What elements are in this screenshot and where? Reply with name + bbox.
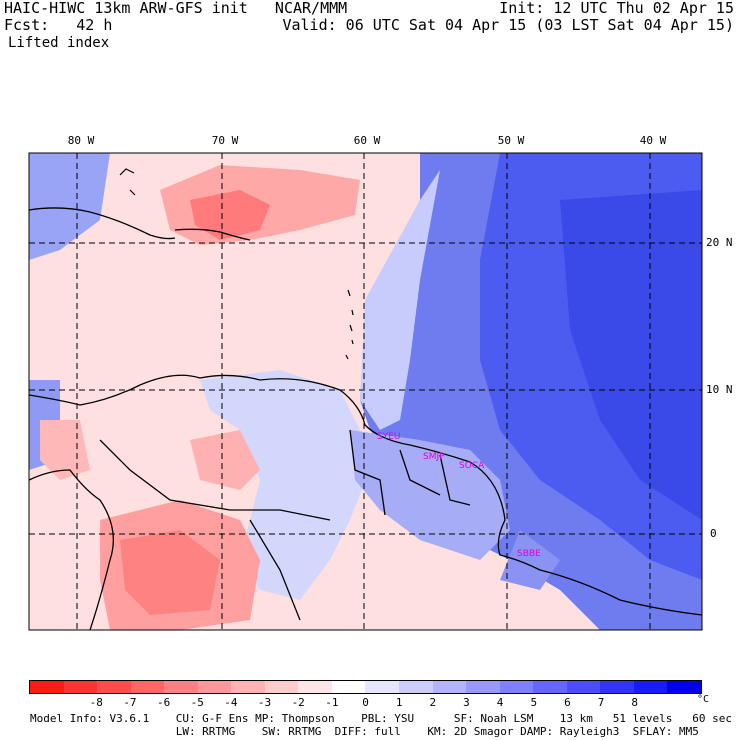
lat-label-20n: 20 N xyxy=(706,236,733,249)
south-america-west-coast xyxy=(29,469,114,630)
colorbar-tick-label: 1 xyxy=(395,696,403,709)
cuba-coast xyxy=(29,207,176,240)
colorbar-tick-label: 2 xyxy=(429,696,437,709)
colorbar-swatch xyxy=(130,681,165,693)
station-soca: SOCA xyxy=(459,461,485,471)
transition-zone xyxy=(360,170,440,430)
lat-label-10n: 10 N xyxy=(706,383,733,396)
colorbar-swatch xyxy=(365,681,400,693)
colorbar-swatch xyxy=(432,681,467,693)
lat-label-0: 0 xyxy=(710,527,717,540)
colorbar-tick-label: -4 xyxy=(224,696,238,709)
deepest-stable-region xyxy=(560,190,702,520)
header-valid-time: Valid: 06 UTC Sat 04 Apr 15 (03 LST Sat … xyxy=(282,16,734,34)
colorbar-swatch xyxy=(331,681,366,693)
colorbar-swatch xyxy=(231,681,265,693)
colorbar-swatch xyxy=(600,681,634,693)
colorbar-tick-label: -6 xyxy=(156,696,171,709)
colorbar xyxy=(29,680,702,694)
colorbar-tick-label: -5 xyxy=(190,696,204,709)
colorbar-tick-label: 0 xyxy=(362,696,369,709)
map-field xyxy=(29,153,702,630)
colorbar-tick-label: -2 xyxy=(291,696,305,709)
colorbar-tick-label: -3 xyxy=(257,696,272,709)
venezuela-unstable-region xyxy=(190,430,260,490)
colorbar-swatch xyxy=(399,681,433,693)
south-america-north-coast xyxy=(29,374,702,616)
header-forecast-hour: Fcst: 42 h xyxy=(4,16,113,34)
colorbar-swatch xyxy=(264,681,299,693)
country-borders xyxy=(99,439,331,621)
colorbar-tick-label: -8 xyxy=(89,696,103,709)
hispaniola-coast xyxy=(174,228,251,241)
header-init-time: Init: 12 UTC Thu 02 Apr 15 xyxy=(499,0,734,17)
colorbar-tick-label: 3 xyxy=(463,696,470,709)
lon-label-70w: 70 W xyxy=(211,134,239,147)
colorbar-swatch xyxy=(164,681,198,693)
lon-label-40w: 40 W xyxy=(639,134,667,147)
colorbar-tick-label: 5 xyxy=(530,696,538,709)
colorbar-swatch xyxy=(63,681,98,693)
colorbar-swatch xyxy=(197,681,232,693)
colorbar-tick-label: 8 xyxy=(631,696,638,709)
colombia-core-unstable xyxy=(120,530,220,615)
colorbar-tick-label: -1 xyxy=(325,696,339,709)
lon-label-80w: 80 W xyxy=(67,134,95,147)
colorbar-swatch xyxy=(30,681,64,693)
colorbar-swatch xyxy=(533,681,567,693)
colorbar-swatch xyxy=(97,681,131,693)
colorbar-tick-label: 4 xyxy=(496,696,504,709)
header-field-name: Lifted index xyxy=(8,35,110,51)
colorbar-swatch xyxy=(667,681,701,693)
colorbar-swatch xyxy=(633,681,668,693)
colorbar-swatch xyxy=(499,681,534,693)
colorbar-swatch xyxy=(566,681,601,693)
colorbar-unit: °C xyxy=(697,694,710,705)
header-title: HAIC-HIWC 13km ARW-GFS init NCAR/MMM xyxy=(4,0,348,17)
hispaniola-core-unstable xyxy=(190,190,270,240)
lon-label-60w: 60 W xyxy=(353,134,381,147)
colorbar-tick-label: -7 xyxy=(123,696,137,709)
lesser-antilles xyxy=(119,168,354,360)
colorbar-swatch xyxy=(466,681,500,693)
west-blue-region xyxy=(29,153,110,260)
coastlines xyxy=(29,207,702,630)
colorbar-swatch xyxy=(298,681,332,693)
lon-label-50w: 50 W xyxy=(497,134,525,147)
station-syeu: SYEU xyxy=(377,432,401,442)
guianas-borders xyxy=(349,429,471,516)
colorbar-tick-label: 6 xyxy=(564,696,571,709)
amazon-mouth-blue xyxy=(500,530,560,590)
station-sbbe: SBBE xyxy=(517,549,541,559)
caribbean-light-region xyxy=(200,370,370,600)
lat-lon-grid xyxy=(29,153,702,630)
footer-model-info-line1: Model Info: V3.6.1 CU: G-F Ens MP: Thomp… xyxy=(30,712,732,725)
station-smjp: SMJP xyxy=(423,452,445,462)
map-frame xyxy=(28,152,703,631)
footer-model-info-line2: LW: RRTMG SW: RRTMG DIFF: full KM: 2D Sm… xyxy=(30,725,699,738)
colorbar-tick-label: 7 xyxy=(597,696,605,709)
